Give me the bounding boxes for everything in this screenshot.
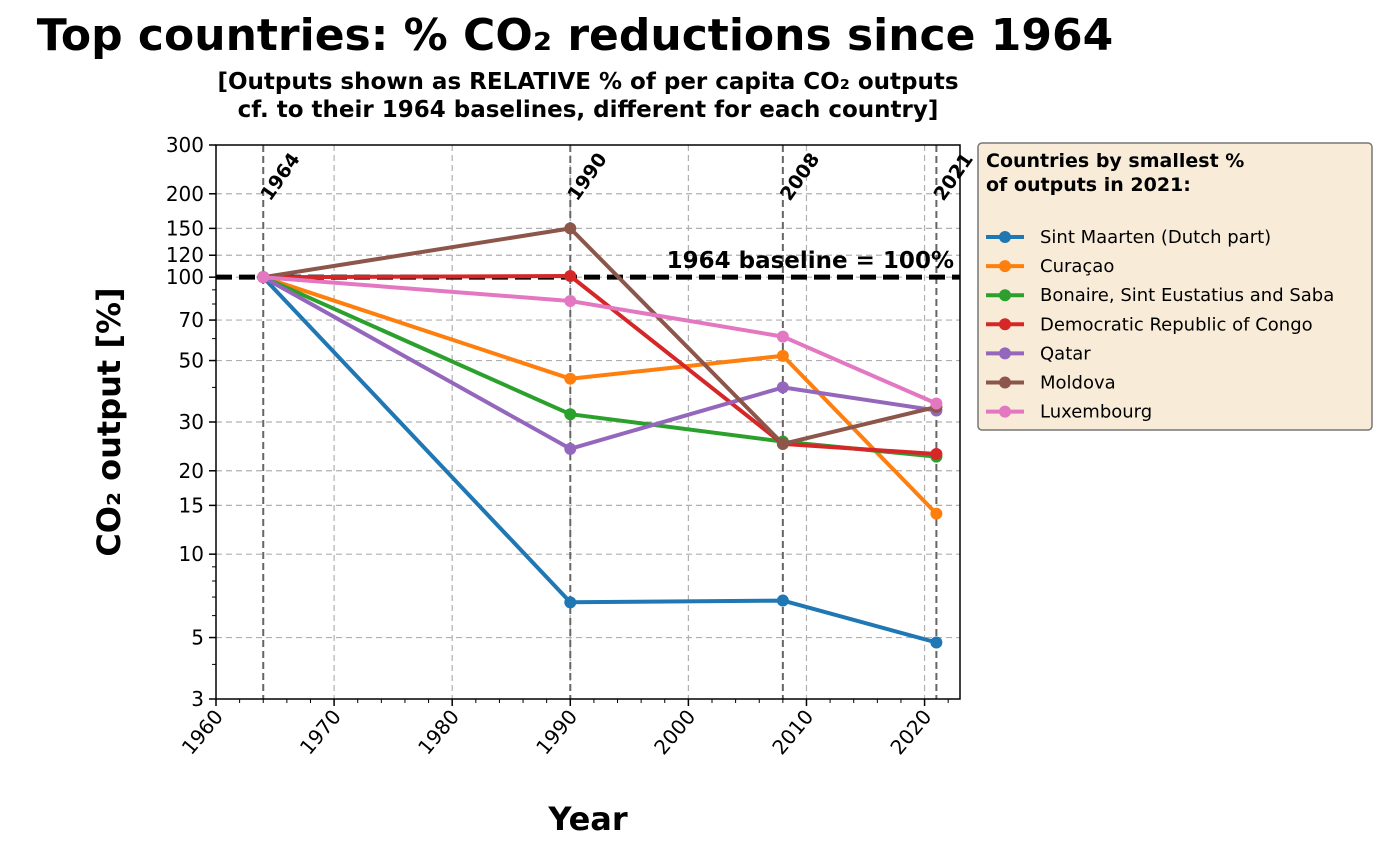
- legend-box: [977, 142, 1373, 431]
- legend-item-label: Sint Maarten (Dutch part): [1040, 227, 1271, 248]
- legend-item-label: Bonaire, Sint Eustatius and Saba: [1040, 285, 1334, 306]
- chart-subtitle-line-1: [Outputs shown as RELATIVE % of per capi…: [217, 69, 958, 95]
- x-tick-label: 1970: [295, 705, 346, 759]
- x-tick-label: 1980: [413, 705, 464, 759]
- legend-marker: [999, 231, 1011, 243]
- x-tick-label: 1990: [531, 705, 582, 759]
- series-point: [776, 330, 789, 343]
- series-point: [564, 222, 577, 235]
- series-point: [564, 372, 577, 385]
- legend-marker: [999, 376, 1011, 389]
- series-point: [930, 397, 943, 410]
- series-point: [564, 408, 577, 421]
- legend-marker: [999, 347, 1011, 360]
- series-point: [564, 269, 577, 282]
- chart-subtitle-line-2: cf. to their 1964 baselines, different f…: [238, 97, 939, 123]
- y-tick-label: 150: [166, 216, 204, 240]
- y-tick-label: 15: [179, 493, 204, 517]
- series-point: [776, 594, 789, 607]
- series-0: [257, 271, 943, 649]
- legend-item-label: Luxembourg: [1040, 402, 1152, 423]
- y-tick-label: 5: [191, 626, 204, 650]
- y-tick-label: 200: [166, 182, 204, 206]
- series-point: [930, 507, 943, 520]
- y-tick-label: 120: [166, 243, 204, 267]
- series-point: [257, 271, 270, 284]
- series-line: [261, 226, 939, 446]
- series-line: [261, 274, 939, 456]
- series-point: [930, 447, 943, 460]
- series-point: [564, 295, 577, 308]
- legend-item-label: Qatar: [1040, 343, 1091, 364]
- chart-title: Top countries: % CO₂ reductions since 19…: [37, 10, 1114, 61]
- y-tick-label: 50: [179, 349, 204, 373]
- y-tick-label: 3: [191, 687, 204, 711]
- legend-marker: [999, 405, 1011, 418]
- y-tick-label: 30: [179, 410, 204, 434]
- series-point: [564, 596, 577, 609]
- y-tick-label: 70: [179, 308, 204, 332]
- legend-marker: [999, 289, 1011, 302]
- series-point: [776, 437, 789, 450]
- series-6: [257, 271, 943, 410]
- legend-item-label: Democratic Republic of Congo: [1040, 314, 1313, 335]
- legend: Countries by smallest % of outputs in 20…: [977, 142, 1373, 431]
- series-point: [564, 442, 577, 455]
- series-point: [776, 381, 789, 394]
- legend-marker: [999, 318, 1011, 331]
- x-tick-label: 2010: [767, 705, 818, 759]
- legend-title-line-1: Countries by smallest %: [986, 150, 1244, 172]
- legend-items: Sint Maarten (Dutch part) Curaçao Bonaire,…: [986, 227, 1334, 423]
- series-line: [261, 275, 939, 645]
- y-axis-label: CO₂ output [%]: [90, 287, 128, 556]
- series-line: [261, 275, 939, 451]
- series-point: [776, 349, 789, 362]
- x-tick-label: 2020: [885, 705, 936, 759]
- legend-item-label: Curaçao: [1040, 256, 1114, 277]
- y-tick-label: 20: [179, 459, 204, 483]
- x-axis-label: Year: [547, 800, 628, 838]
- legend-title-line-2: of outputs in 2021:: [986, 174, 1191, 196]
- legend-item-label: Moldova: [1040, 373, 1116, 394]
- series-line: [261, 275, 939, 406]
- x-tick-label: 2000: [649, 705, 700, 759]
- x-tick-label: 1960: [177, 705, 228, 759]
- baseline-label: 1964 baseline = 100%: [667, 248, 954, 274]
- y-tick-label: 10: [179, 542, 204, 566]
- y-tick-label: 100: [166, 265, 204, 289]
- legend-marker: [999, 260, 1011, 273]
- series-line: [261, 275, 939, 516]
- y-tick-label: 300: [166, 133, 204, 157]
- series-point: [930, 636, 943, 649]
